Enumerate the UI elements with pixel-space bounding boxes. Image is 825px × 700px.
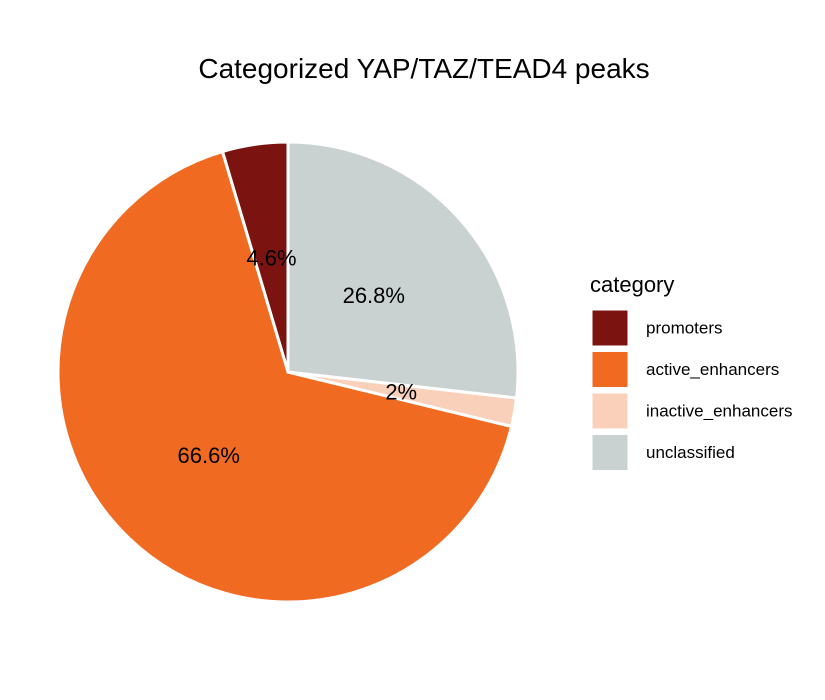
pie-slice-labels: 4.6% 66.6% 2% 26.8% (178, 246, 418, 468)
chart-title: Categorized YAP/TAZ/TEAD4 peaks (198, 53, 649, 84)
legend: category promoters active_enhancersinacti… (590, 272, 792, 471)
pie-slice-unclassified (286, 140, 520, 400)
legend-swatch-inactive-enhancers (591, 392, 629, 430)
legend-swatch-active-enhancers (591, 351, 629, 388)
legend-title: category (590, 272, 674, 297)
slice-label-promoters: 4.6% (246, 246, 296, 271)
legend-label-unclassified: unclassified (646, 443, 735, 462)
legend-label-inactive-enhancers: inactive_enhancers (646, 402, 792, 421)
legend-label-promoters: promoters (646, 319, 723, 338)
pie-slice-active-enhancers (56, 149, 514, 604)
pie-slices (56, 140, 520, 604)
slice-label-active-enhancers: 66.6% (178, 443, 240, 468)
legend-swatch-promoters (591, 309, 629, 347)
legend-label-active-enhancers: active_enhancers (646, 360, 779, 379)
legend-items: promoters active_enhancers inactive_enhanc… (591, 309, 792, 471)
slice-label-unclassified: 26.8% (343, 283, 405, 308)
legend-swatch-unclassified (591, 434, 629, 471)
slice-label-inactive-enhancers: 2% (385, 380, 417, 405)
